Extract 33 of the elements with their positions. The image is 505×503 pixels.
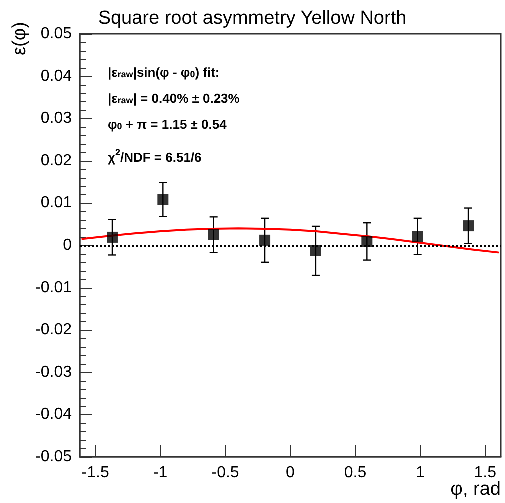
y-tick-label: 0.04 bbox=[40, 68, 72, 85]
point bbox=[362, 236, 373, 248]
x-tick-label: -0.5 bbox=[212, 464, 240, 482]
point bbox=[412, 231, 424, 242]
x-tick-label: -1 bbox=[153, 464, 168, 482]
chart-title: Square root asymmetry Yellow North bbox=[98, 8, 407, 29]
point bbox=[158, 194, 169, 206]
point bbox=[208, 229, 220, 240]
x-tick-label: -1.5 bbox=[82, 464, 110, 482]
point bbox=[106, 232, 118, 243]
y-tick-label: -0.05 bbox=[36, 448, 72, 466]
point bbox=[463, 220, 474, 232]
annotation: |εraw|sin(φ - φ0) fit: bbox=[108, 65, 220, 80]
x-tick-label: 0.5 bbox=[344, 464, 367, 482]
annotation: φ0 + π = 1.15 ± 0.54 bbox=[108, 117, 228, 132]
y-axis-title: ε(φ) bbox=[10, 22, 30, 56]
point bbox=[260, 234, 271, 246]
y-tick-label: 0.05 bbox=[40, 26, 72, 42]
y-tick-label: -0.04 bbox=[36, 406, 72, 424]
y-tick-label: -0.02 bbox=[36, 322, 72, 339]
x-tick-label: 1.5 bbox=[474, 464, 497, 482]
y-tick-label: -0.03 bbox=[36, 364, 72, 381]
point bbox=[310, 246, 322, 256]
y-tick-label: 0.02 bbox=[40, 152, 72, 170]
y-tick-label: 0.03 bbox=[40, 110, 72, 128]
x-tick-label: 1 bbox=[416, 464, 425, 482]
annotation: |εraw| = 0.40% ± 0.23% bbox=[108, 91, 240, 106]
line-series bbox=[82, 228, 500, 254]
y-tick-label: -0.01 bbox=[36, 279, 72, 296]
y-tick-label: 0 bbox=[63, 237, 72, 254]
y-tick-label: 0.01 bbox=[40, 194, 72, 212]
x-tick-label: 0 bbox=[286, 464, 296, 482]
x-axis-title: φ, rad bbox=[450, 479, 502, 500]
